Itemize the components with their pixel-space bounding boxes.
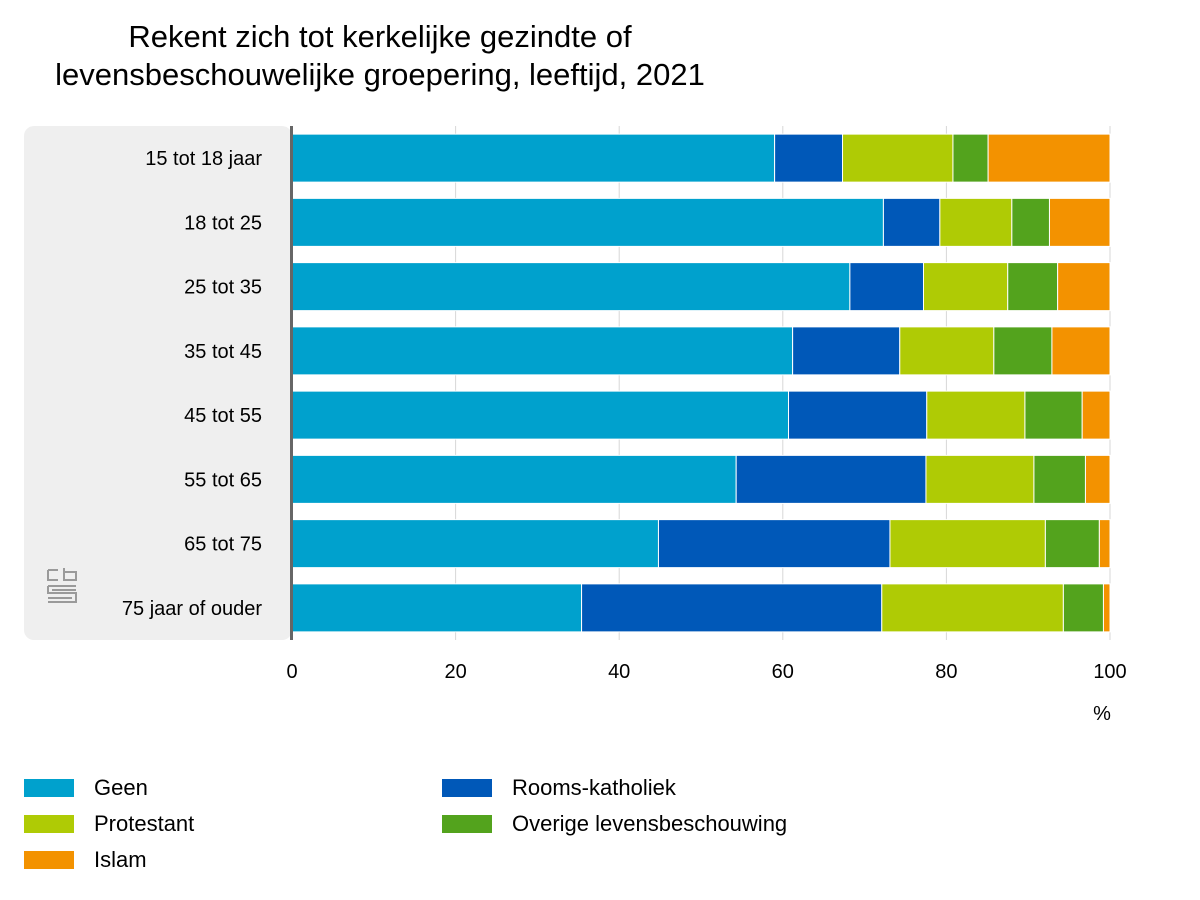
bar-rooms-katholiek-75-jaar-of-ouder (581, 583, 883, 633)
bar-geen-15-tot-18-jaar (291, 133, 776, 183)
x-tick-label-80: 80 (935, 661, 957, 683)
category-label-45-tot-55: 45 tot 55 (184, 405, 262, 427)
x-tick-label-20: 20 (444, 661, 466, 683)
legend: Geen Rooms-katholiek Protestant Overige … (24, 775, 924, 886)
legend-swatch-rooms-katholiek (442, 779, 492, 797)
category-panel (24, 126, 292, 640)
bar-overige-levensbeschouwing-15-tot-18-jaar (952, 133, 989, 183)
bar-geen-55-tot-65 (291, 454, 737, 504)
chart-title-line-1: Rekent zich tot kerkelijke gezindte of (128, 19, 632, 54)
legend-item-overige-levensbeschouwing: Overige levensbeschouwing (442, 811, 788, 836)
category-label-25-tot-35: 25 tot 35 (184, 277, 262, 299)
bar-geen-25-tot-35 (291, 262, 851, 312)
chart-title: Rekent zich tot kerkelijke gezindte of l… (0, 18, 760, 94)
x-tick-labels: 0 20 40 60 80 100 (286, 661, 1126, 683)
chart-title-line-2: levensbeschouwelijke groepering, leeftij… (55, 57, 705, 92)
bar-overige-levensbeschouwing-55-tot-65 (1033, 454, 1086, 504)
legend-item-islam: Islam (24, 847, 147, 872)
legend-item-rooms-katholiek: Rooms-katholiek (442, 775, 676, 800)
bar-protestant-55-tot-65 (925, 454, 1035, 504)
bar-protestant-35-tot-45 (899, 326, 995, 376)
bar-overige-levensbeschouwing-25-tot-35 (1007, 262, 1059, 312)
bar-rooms-katholiek-15-tot-18-jaar (774, 133, 844, 183)
legend-swatch-overige-levensbeschouwing (442, 815, 492, 833)
legend-swatch-geen (24, 779, 74, 797)
bar-islam-25-tot-35 (1057, 262, 1111, 312)
bar-geen-35-tot-45 (291, 326, 794, 376)
bar-islam-65-tot-75 (1098, 519, 1111, 569)
bar-rooms-katholiek-35-tot-45 (792, 326, 901, 376)
bar-islam-55-tot-65 (1084, 454, 1111, 504)
x-tick-label-0: 0 (286, 661, 297, 683)
category-label-55-tot-65: 55 tot 65 (184, 469, 262, 491)
legend-label-overige-levensbeschouwing: Overige levensbeschouwing (512, 811, 788, 836)
bar-protestant-15-tot-18-jaar (842, 133, 954, 183)
x-tick-label-40: 40 (608, 661, 630, 683)
category-label-35-tot-45: 35 tot 45 (184, 341, 262, 363)
category-label-15-tot-18-jaar: 15 tot 18 jaar (145, 148, 262, 170)
bar-geen-75-jaar-of-ouder (291, 583, 583, 633)
bar-overige-levensbeschouwing-75-jaar-of-ouder (1062, 583, 1104, 633)
bar-geen-18-tot-25 (291, 197, 884, 247)
legend-label-geen: Geen (94, 775, 148, 800)
legend-item-geen: Geen (24, 775, 148, 800)
bar-islam-35-tot-45 (1051, 326, 1111, 376)
legend-swatch-islam (24, 851, 74, 869)
legend-label-protestant: Protestant (94, 811, 195, 836)
bars (291, 133, 1111, 633)
bar-protestant-45-tot-55 (926, 390, 1026, 440)
x-tick-label-60: 60 (772, 661, 794, 683)
bar-protestant-75-jaar-of-ouder (881, 583, 1064, 633)
bar-protestant-25-tot-35 (922, 262, 1009, 312)
x-unit-label: % (1093, 703, 1111, 725)
bar-overige-levensbeschouwing-35-tot-45 (993, 326, 1053, 376)
legend-label-rooms-katholiek: Rooms-katholiek (512, 775, 676, 800)
bar-overige-levensbeschouwing-65-tot-75 (1044, 519, 1100, 569)
bar-rooms-katholiek-55-tot-65 (735, 454, 927, 504)
bar-rooms-katholiek-45-tot-55 (788, 390, 928, 440)
legend-item-protestant: Protestant (24, 811, 195, 836)
cbs-logo-icon (47, 568, 77, 603)
bar-protestant-65-tot-75 (889, 519, 1046, 569)
bar-islam-18-tot-25 (1048, 197, 1111, 247)
bar-overige-levensbeschouwing-18-tot-25 (1011, 197, 1050, 247)
bar-rooms-katholiek-18-tot-25 (882, 197, 941, 247)
bar-rooms-katholiek-65-tot-75 (657, 519, 891, 569)
category-label-18-tot-25: 18 tot 25 (184, 212, 262, 234)
bar-geen-45-tot-55 (291, 390, 790, 440)
category-label-65-tot-75: 65 tot 75 (184, 534, 262, 556)
bar-protestant-18-tot-25 (939, 197, 1013, 247)
legend-swatch-protestant (24, 815, 74, 833)
stacked-bar-chart: 15 tot 18 jaar 18 tot 25 25 tot 35 35 tot 4… (24, 126, 1127, 725)
category-label-75-jaar-of-ouder: 75 jaar of ouder (122, 598, 262, 620)
bar-geen-65-tot-75 (291, 519, 659, 569)
category-labels: 15 tot 18 jaar 18 tot 25 25 tot 35 35 tot 4… (122, 148, 262, 620)
bar-overige-levensbeschouwing-45-tot-55 (1024, 390, 1083, 440)
bar-islam-75-jaar-of-ouder (1102, 583, 1111, 633)
bar-rooms-katholiek-25-tot-35 (849, 262, 924, 312)
legend-label-islam: Islam (94, 847, 147, 872)
x-tick-label-100: 100 (1093, 661, 1126, 683)
bar-islam-45-tot-55 (1081, 390, 1111, 440)
bar-islam-15-tot-18-jaar (987, 133, 1111, 183)
